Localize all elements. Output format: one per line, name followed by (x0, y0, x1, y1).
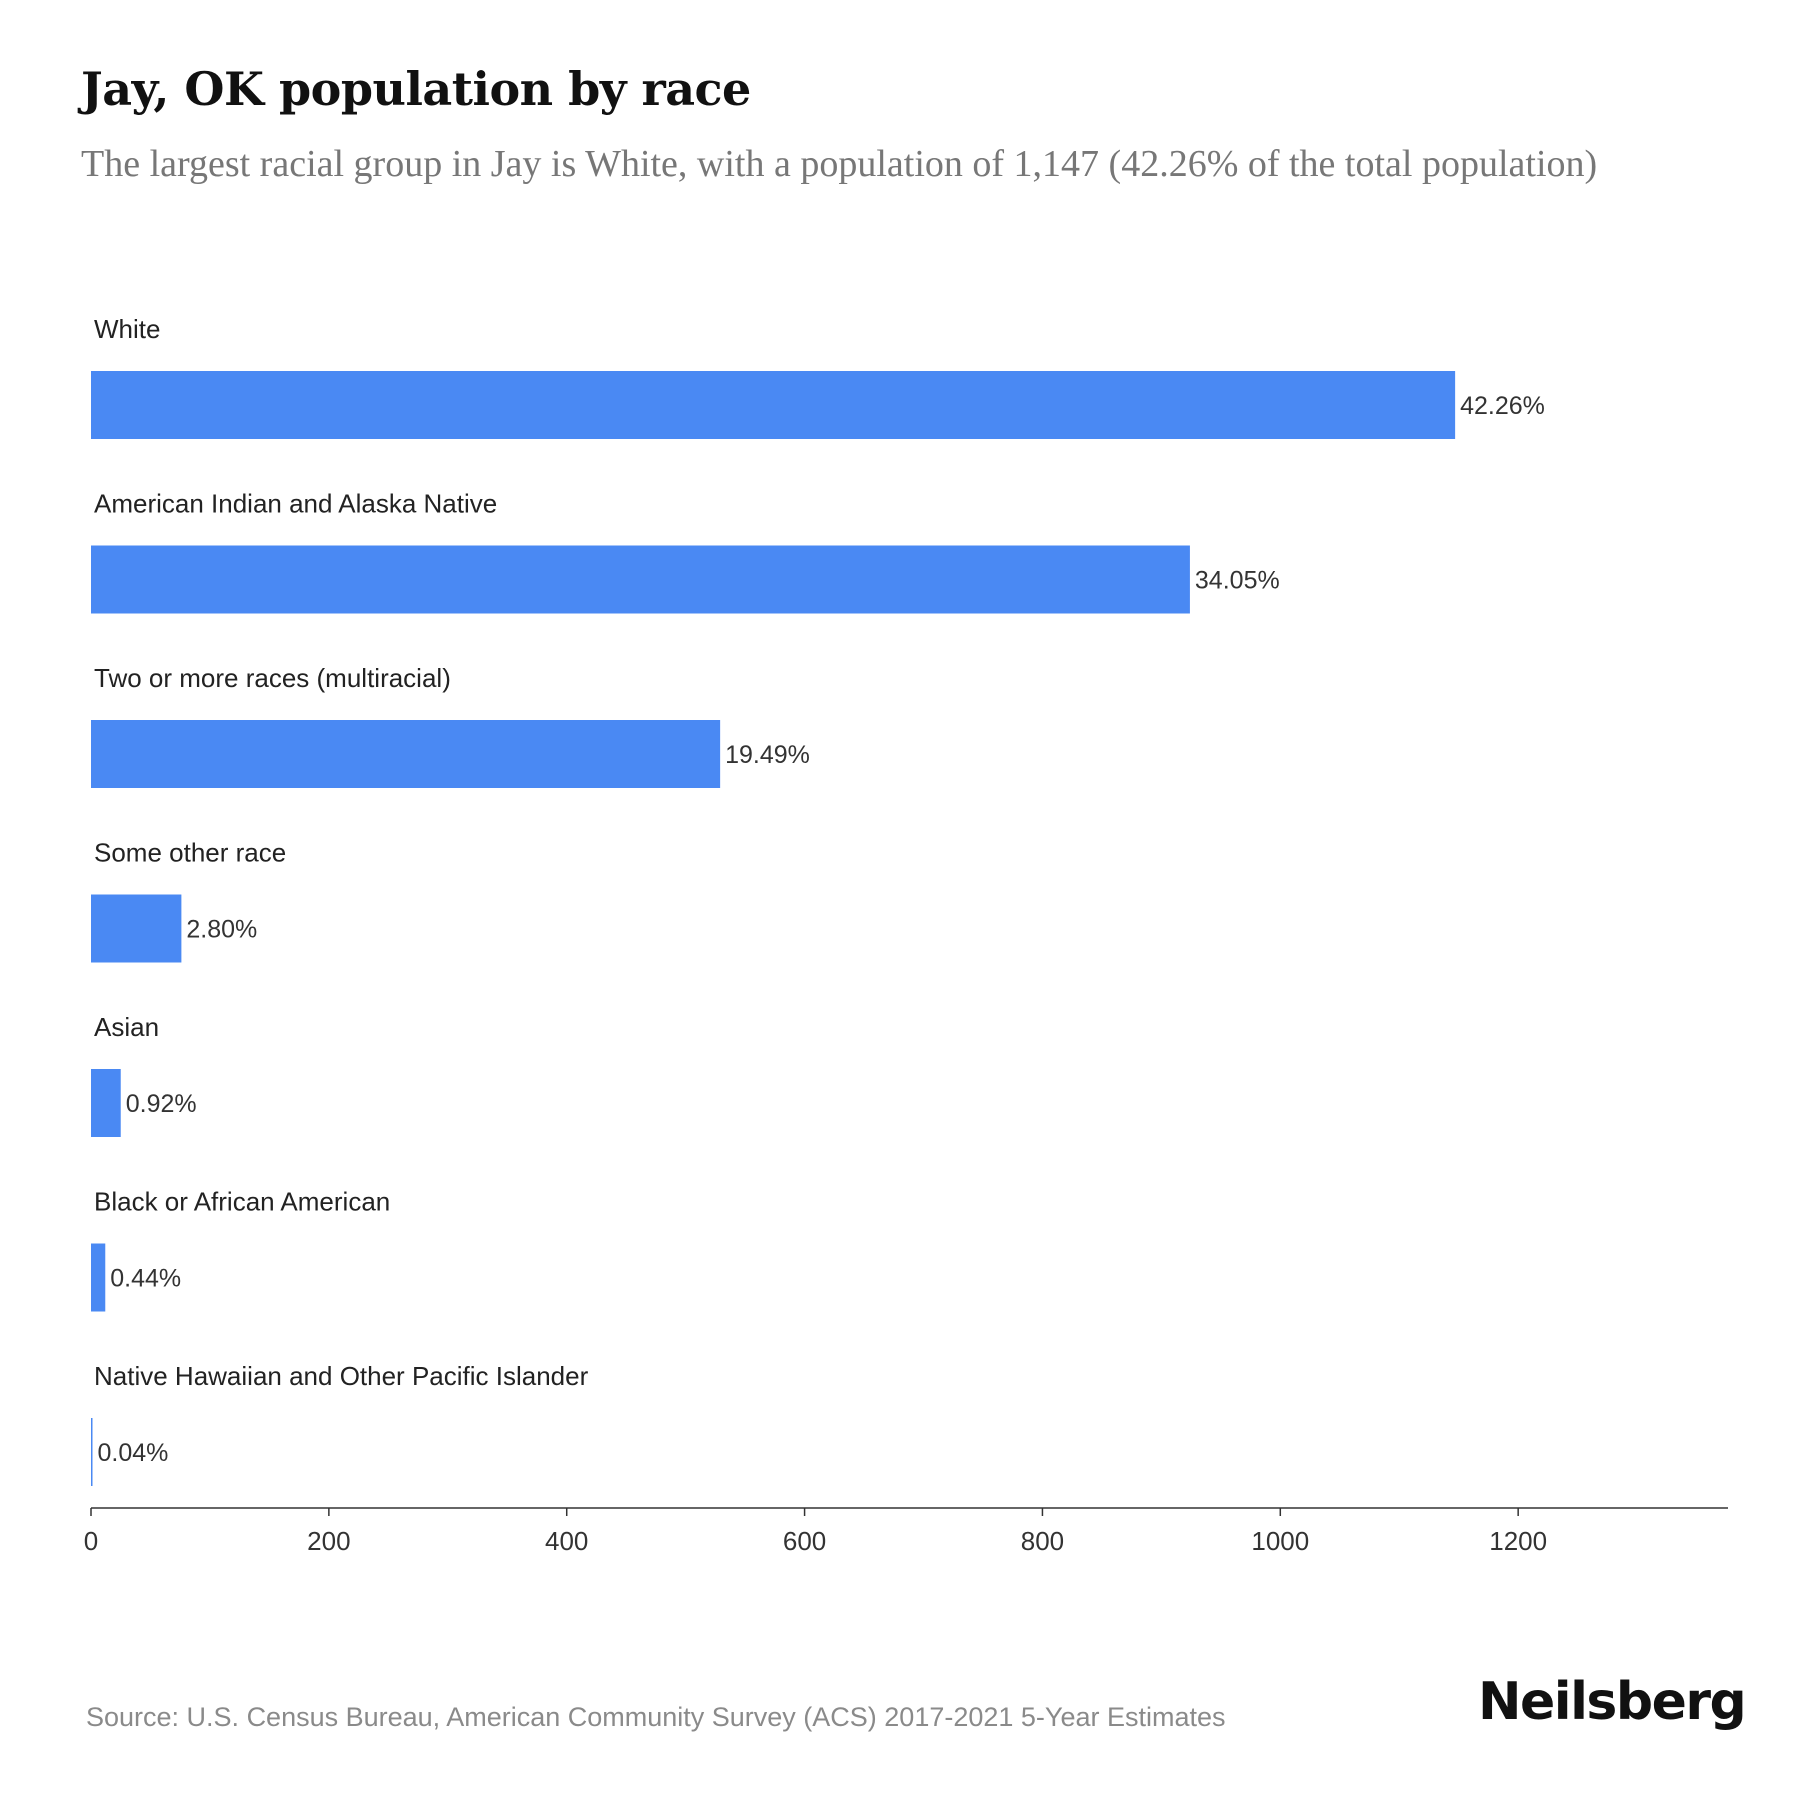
bar-native-hawaiian-and-other-pacific-islander (91, 1418, 93, 1486)
x-tick-label: 400 (545, 1526, 588, 1556)
x-tick-label: 1200 (1489, 1526, 1547, 1556)
x-tick-label: 800 (1021, 1526, 1064, 1556)
category-label: Asian (94, 1012, 159, 1042)
bar-value-label: 0.44% (110, 1265, 181, 1293)
x-tick-label: 0 (84, 1526, 98, 1556)
neilsberg-logo: Neilsberg (1478, 1672, 1747, 1732)
x-tick-label: 1000 (1251, 1526, 1309, 1556)
x-axis: 0 200 400 600 800 1000 1200 (84, 1507, 1728, 1556)
category-label: Some other race (94, 838, 286, 868)
bar-white (91, 371, 1456, 439)
chart-subtitle: The largest racial group in Jay is White… (81, 143, 1598, 185)
bar-value-label: 2.80% (186, 916, 257, 944)
category-label: Black or African American (94, 1187, 390, 1217)
bar-asian (91, 1069, 121, 1137)
x-tick-label: 200 (307, 1526, 350, 1556)
bar-value-label: 34.05% (1195, 567, 1280, 595)
category-label: White (94, 314, 160, 344)
source-note: Source: U.S. Census Bureau, American Com… (86, 1702, 1226, 1732)
bars-layer: White 42.26% American Indian and Alaska Na… (91, 314, 1545, 1486)
bar-value-label: 0.04% (98, 1439, 169, 1467)
bar-value-label: 19.49% (725, 741, 810, 769)
bar-american-indian-and-alaska-native (91, 545, 1190, 614)
chart-title: Jay, OK population by race (81, 62, 751, 116)
category-label: American Indian and Alaska Native (94, 489, 497, 519)
bar-black-or-african-american (91, 1243, 106, 1312)
bar-two-or-more-races-multiracial (91, 720, 721, 788)
category-label: Native Hawaiian and Other Pacific Island… (94, 1361, 589, 1391)
bar-value-label: 0.92% (126, 1090, 197, 1118)
x-tick-label: 600 (783, 1526, 826, 1556)
category-label: Two or more races (multiracial) (94, 663, 451, 693)
bar-value-label: 42.26% (1460, 392, 1545, 420)
bar-some-other-race (91, 894, 182, 963)
